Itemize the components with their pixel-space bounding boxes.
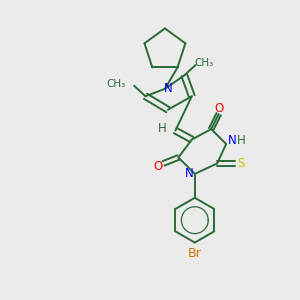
Text: CH₃: CH₃ bbox=[106, 79, 126, 89]
Text: CH₃: CH₃ bbox=[194, 58, 214, 68]
Text: H: H bbox=[158, 122, 166, 135]
Text: O: O bbox=[153, 160, 163, 173]
Text: N: N bbox=[228, 134, 237, 147]
Text: O: O bbox=[214, 102, 223, 115]
Text: H: H bbox=[237, 134, 245, 147]
Text: Br: Br bbox=[188, 247, 202, 260]
Text: N: N bbox=[185, 167, 194, 180]
Text: S: S bbox=[237, 157, 245, 170]
Text: N: N bbox=[164, 82, 173, 95]
